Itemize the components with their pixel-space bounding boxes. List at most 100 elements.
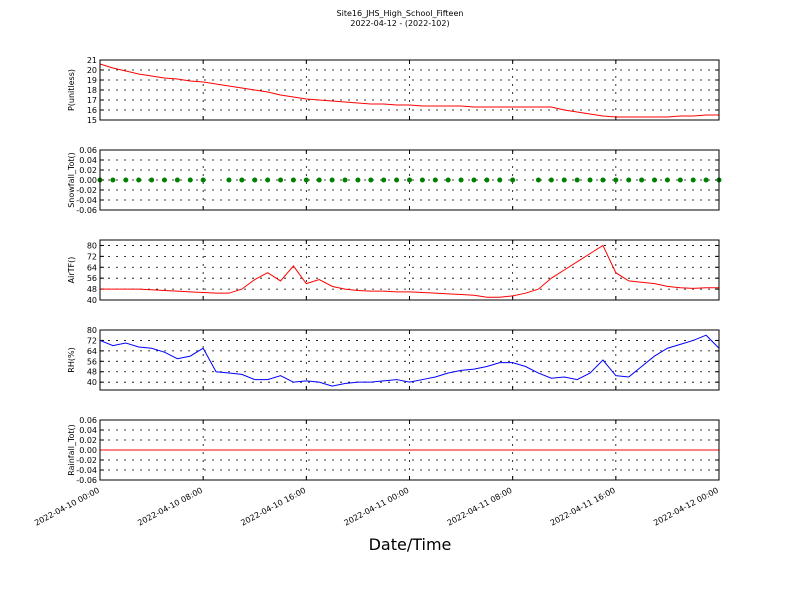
y-tick-label: 80: [87, 326, 97, 335]
data-point: [419, 177, 425, 183]
x-tick-label: 2022-04-11 00:00: [343, 486, 411, 528]
data-point: [561, 177, 567, 183]
data-point: [471, 177, 477, 183]
data-point: [458, 177, 464, 183]
data-point: [484, 177, 490, 183]
plot-frame: [99, 149, 720, 211]
data-point: [535, 177, 541, 183]
data-line: [99, 334, 720, 387]
plot-frame: [99, 419, 720, 481]
plot-frame: [99, 329, 720, 391]
y-tick-label: 0.04: [79, 426, 97, 435]
data-point: [110, 177, 116, 183]
x-tick-label: 2022-04-12 00:00: [652, 486, 720, 528]
x-tick-label: 2022-04-10 16:00: [239, 486, 307, 528]
data-point: [548, 177, 554, 183]
data-point: [652, 177, 658, 183]
y-tick-label: 20: [87, 66, 97, 75]
data-point: [239, 177, 245, 183]
data-point: [265, 177, 271, 183]
plot-frame: [99, 59, 720, 121]
data-point: [381, 177, 387, 183]
y-tick-label: 64: [87, 347, 97, 356]
x-axis-label: Date/Time: [369, 535, 452, 554]
y-tick-label: 72: [87, 336, 97, 345]
x-tick-label: 2022-04-11 08:00: [446, 486, 514, 528]
data-point: [394, 177, 400, 183]
data-point: [316, 177, 322, 183]
data-point: [355, 177, 361, 183]
y-axis-label: P(unitless): [67, 69, 76, 111]
y-tick-label: 15: [87, 116, 97, 125]
y-axis-label: Rainfall_Tot(): [67, 424, 76, 476]
data-point: [174, 177, 180, 183]
y-tick-label: 18: [87, 86, 97, 95]
x-tick-label: 2022-04-10 00:00: [33, 486, 101, 528]
data-point: [278, 177, 284, 183]
data-point: [574, 177, 580, 183]
y-tick-label: 56: [87, 357, 97, 366]
y-tick-label: 0.02: [79, 166, 97, 175]
y-tick-label: 56: [87, 274, 97, 283]
y-tick-label: -0.04: [76, 196, 97, 205]
y-tick-label: 0.00: [79, 176, 97, 185]
y-tick-label: 72: [87, 252, 97, 261]
chart-subtitle: 2022-04-12 - (2022-102): [350, 19, 449, 28]
y-tick-label: 19: [87, 76, 97, 85]
y-tick-label: 0.06: [79, 416, 97, 425]
data-point: [407, 177, 412, 183]
data-point: [639, 177, 645, 183]
data-point: [252, 177, 258, 183]
plot-frame: [99, 239, 720, 301]
data-point: [136, 177, 142, 183]
data-point: [510, 177, 516, 183]
data-point: [329, 177, 335, 183]
data-point: [664, 177, 670, 183]
y-axis-label: AirTF(): [67, 257, 76, 284]
y-tick-label: 0.04: [79, 156, 97, 165]
data-point: [600, 177, 606, 183]
x-tick-label: 2022-04-11 16:00: [549, 486, 617, 528]
data-point: [626, 177, 632, 183]
data-point: [303, 177, 309, 183]
chart-title: Site16_JHS_High_School_Fifteen: [337, 9, 464, 18]
y-tick-label: 17: [87, 96, 97, 105]
data-point: [587, 177, 593, 183]
data-point: [497, 177, 503, 183]
y-tick-label: 40: [87, 378, 97, 387]
data-line: [99, 63, 719, 118]
y-tick-label: 40: [87, 296, 97, 305]
y-tick-label: 0.00: [79, 446, 97, 455]
y-tick-label: 0.02: [79, 436, 97, 445]
data-point: [445, 177, 451, 183]
data-line: [100, 244, 719, 298]
y-tick-label: -0.04: [76, 466, 97, 475]
data-point: [703, 177, 709, 183]
data-point: [226, 177, 232, 183]
y-tick-label: 80: [87, 241, 97, 250]
y-tick-label: 48: [87, 368, 97, 377]
y-tick-label: -0.06: [76, 206, 97, 215]
y-tick-label: 48: [87, 285, 97, 294]
data-point: [187, 177, 193, 183]
data-point: [123, 177, 129, 183]
y-axis-label: Snowfall_Tot(): [67, 152, 76, 208]
data-point: [677, 177, 683, 183]
y-tick-label: -0.06: [76, 476, 97, 485]
y-axis-label: RH(%): [67, 347, 76, 372]
y-tick-label: -0.02: [76, 186, 97, 195]
data-point: [342, 177, 348, 183]
data-point: [290, 177, 296, 183]
x-tick-label: 2022-04-10 08:00: [136, 486, 204, 528]
data-point: [149, 177, 155, 183]
data-point: [200, 177, 206, 183]
y-tick-label: 0.06: [79, 146, 97, 155]
data-point: [368, 177, 374, 183]
y-tick-label: -0.02: [76, 456, 97, 465]
y-tick-label: 64: [87, 263, 97, 272]
y-tick-label: 16: [87, 106, 97, 115]
data-point: [613, 177, 619, 183]
data-point: [690, 177, 696, 183]
data-point: [161, 177, 167, 183]
